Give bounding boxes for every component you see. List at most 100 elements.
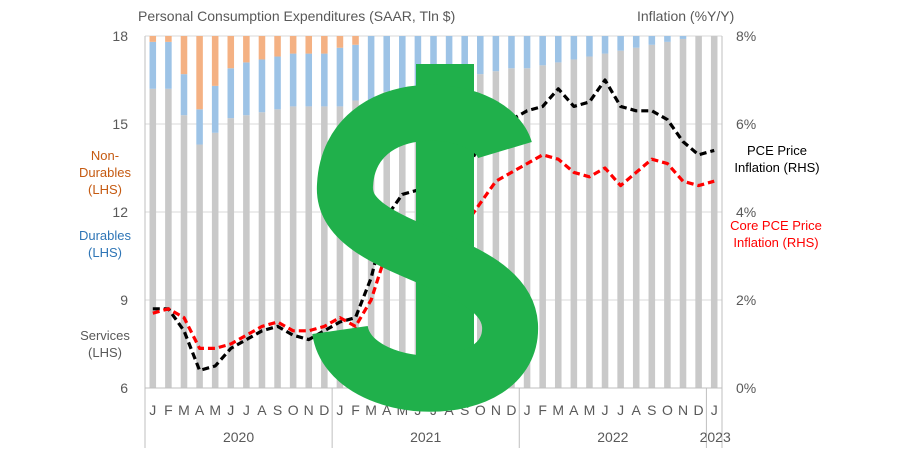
pce-inflation-label: PCE Price Inflation (RHS): [722, 142, 832, 176]
durables-bar: [445, 36, 453, 78]
label-line: Inflation (RHS): [733, 235, 819, 250]
services-bar: [211, 132, 219, 388]
label-line: Durables: [78, 165, 132, 180]
services-bar: [258, 112, 266, 389]
month-label: J: [602, 402, 609, 418]
label-line: PCE Price: [747, 143, 807, 158]
services-bar: [492, 71, 500, 388]
left-tick-label: 6: [120, 380, 128, 396]
services-bar: [305, 106, 313, 389]
non-durables-label: Non- Durables (LHS): [60, 147, 150, 198]
month-label: A: [195, 402, 205, 418]
year-label: 2020: [223, 429, 254, 445]
month-label: O: [662, 402, 673, 418]
right-tick-label: 2%: [736, 292, 756, 308]
left-tick-label: 18: [112, 28, 128, 44]
durables-bar: [180, 74, 188, 116]
right-axis-title: Inflation (%Y/Y): [637, 8, 735, 24]
right-tick-label: 4%: [736, 204, 756, 220]
right-tick-label: 6%: [736, 116, 756, 132]
services-bar: [601, 53, 609, 388]
services-bar: [227, 118, 235, 388]
services-bar: [539, 65, 546, 388]
non-durables-bar: [321, 36, 328, 54]
services-bar: [554, 62, 562, 389]
month-label: F: [164, 402, 173, 418]
month-label: J: [711, 402, 718, 418]
non-durables-bar: [289, 36, 297, 54]
non-durables-bar: [336, 36, 344, 48]
month-label: M: [178, 402, 190, 418]
month-label: S: [647, 402, 656, 418]
durables-label: Durables (LHS): [60, 227, 150, 261]
durables-bar: [149, 41, 157, 89]
durables-bar: [289, 53, 297, 107]
services-bar: [149, 88, 157, 389]
year-label: 2023: [700, 429, 731, 445]
durables-bar: [679, 36, 687, 39]
month-label: J: [227, 402, 234, 418]
durables-bar: [648, 36, 656, 45]
month-label: J: [617, 402, 624, 418]
left-tick-label: 9: [120, 292, 128, 308]
durables-bar: [367, 36, 375, 101]
label-line: Durables: [78, 228, 132, 243]
month-label: J: [243, 402, 250, 418]
durables-bar: [461, 36, 468, 75]
non-durables-bar: [352, 36, 359, 45]
label-line: (LHS): [88, 182, 122, 197]
month-label: N: [491, 402, 501, 418]
durables-bar: [321, 53, 328, 107]
month-label: M: [584, 402, 596, 418]
durables-bar: [414, 36, 422, 86]
non-durables-bar: [258, 36, 266, 60]
right-tick-label: 8%: [736, 28, 756, 44]
services-bar: [710, 36, 718, 388]
durables-bar: [492, 36, 500, 72]
durables-bar: [430, 36, 437, 80]
label-line: Core PCE Price: [730, 218, 822, 233]
label-line: (LHS): [88, 245, 122, 260]
durables-bar: [305, 53, 313, 107]
durables-bar: [617, 36, 624, 51]
month-label: J: [149, 402, 156, 418]
non-durables-bar: [196, 36, 203, 110]
services-bar: [477, 74, 484, 388]
dollar-s-curve: [312, 84, 538, 412]
services-bar: [289, 106, 297, 389]
month-label: N: [678, 402, 688, 418]
core-pce-inflation-label: Core PCE Price Inflation (RHS): [716, 217, 836, 251]
month-label: A: [382, 402, 392, 418]
year-label: 2021: [410, 429, 441, 445]
services-bar: [586, 56, 593, 389]
label-line: Non-: [90, 148, 120, 163]
right-tick-label: 0%: [736, 380, 756, 396]
services-bar: [632, 47, 640, 388]
durables-bar: [352, 44, 359, 101]
left-axis-title: Personal Consumption Expenditures (SAAR,…: [138, 8, 456, 24]
durables-bar: [258, 59, 266, 113]
month-label: D: [506, 402, 516, 418]
month-label: M: [396, 402, 408, 418]
services-bar: [664, 41, 671, 388]
durables-bar: [523, 36, 531, 69]
services-bar: [617, 50, 624, 389]
non-durables-bar: [243, 36, 250, 63]
services-bar: [523, 68, 531, 389]
non-durables-bar: [211, 36, 219, 86]
services-bar: [508, 68, 515, 389]
services-bar: [336, 106, 344, 389]
durables-bar: [554, 36, 562, 63]
durables-bar: [274, 56, 281, 110]
month-label: O: [475, 402, 486, 418]
month-label: D: [694, 402, 704, 418]
durables-bar: [632, 36, 640, 48]
durables-bar: [664, 36, 671, 42]
month-label: M: [365, 402, 377, 418]
month-label: S: [273, 402, 282, 418]
month-label: A: [569, 402, 579, 418]
services-bar: [570, 59, 578, 388]
services-bar: [695, 36, 702, 388]
year-label: 2022: [597, 429, 628, 445]
services-bar: [243, 115, 250, 388]
